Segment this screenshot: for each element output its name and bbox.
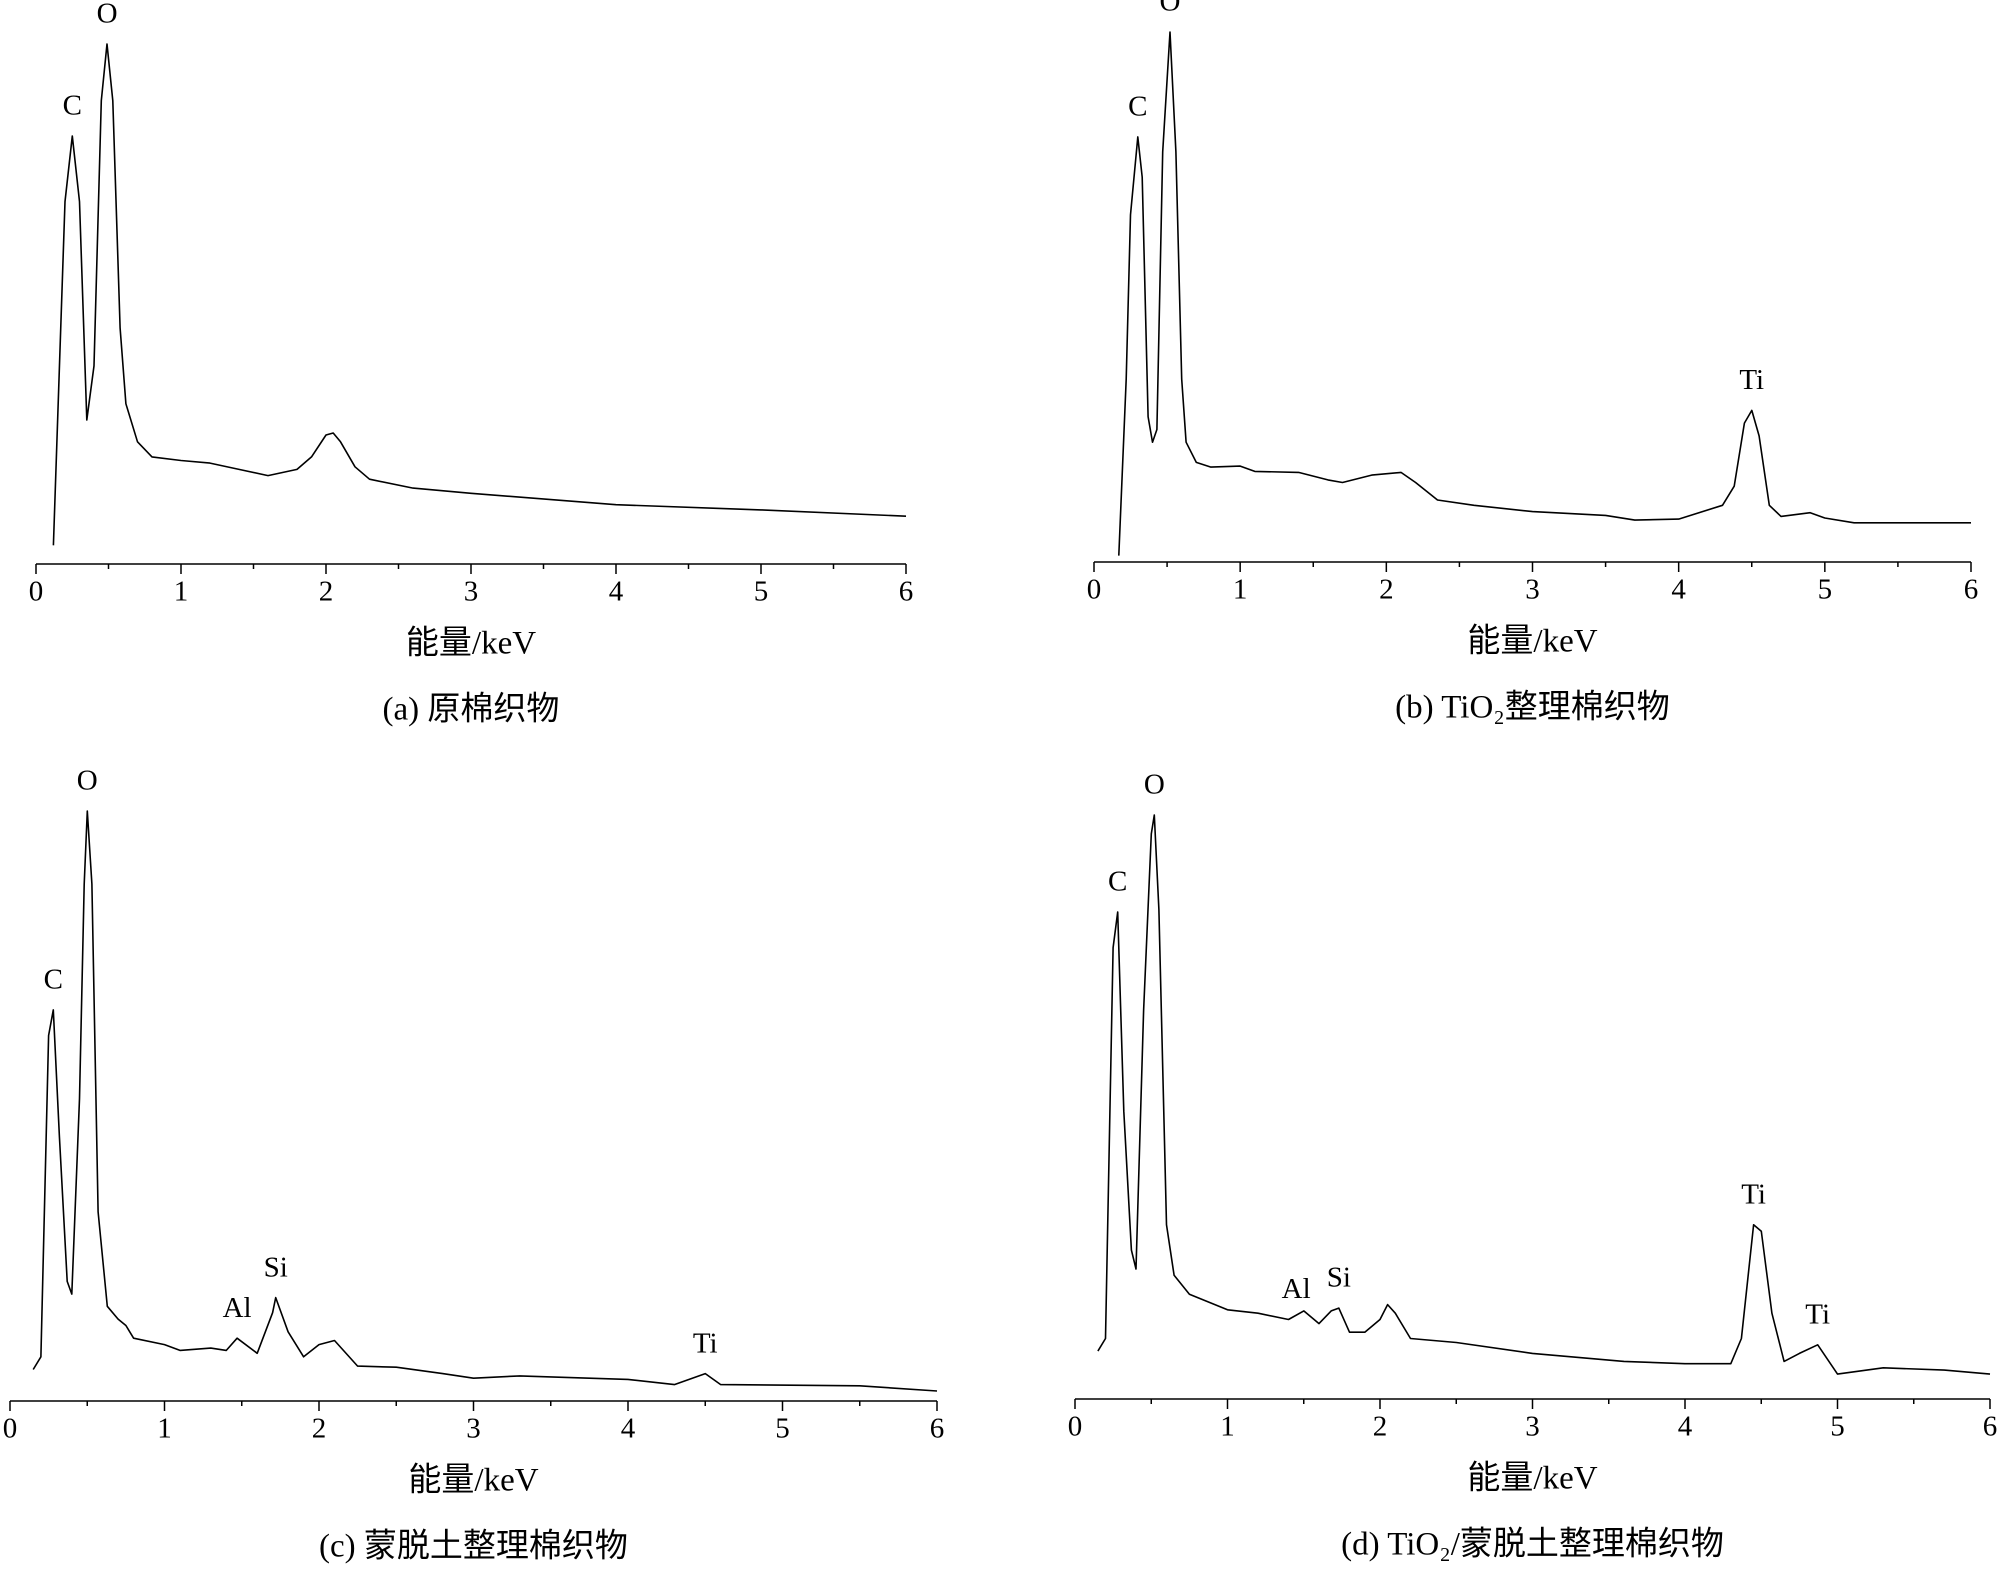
peak-label: O	[1160, 0, 1181, 18]
peak-label: Si	[1327, 1262, 1351, 1294]
x-axis-label: 能量/keV	[406, 625, 536, 662]
x-tick-label: 4	[1678, 1411, 1693, 1443]
x-tick-label: 4	[609, 576, 624, 608]
peak-label: Ti	[1741, 1178, 1766, 1210]
x-tick-label: 6	[899, 576, 914, 608]
x-tick-label: 1	[1220, 1411, 1235, 1443]
x-tick-label: 5	[1830, 1411, 1845, 1443]
chart-title: (a) 原棉织物	[383, 691, 560, 728]
peak-label: Ti	[1739, 364, 1764, 396]
peak-label: O	[1144, 769, 1165, 801]
x-tick-label: 0	[1087, 574, 1102, 606]
peak-label: Si	[264, 1251, 288, 1283]
peak-label: C	[44, 964, 63, 996]
x-tick-label: 5	[1818, 574, 1833, 606]
x-tick-label: 0	[29, 576, 44, 608]
peak-label: Al	[1282, 1273, 1311, 1305]
x-tick-label: 1	[1233, 574, 1248, 606]
x-tick-label: 5	[775, 1413, 790, 1445]
spectrum-line	[1097, 814, 1991, 1375]
chart-title: (c) 蒙脱土整理棉织物	[319, 1528, 628, 1565]
x-tick-label: 6	[1983, 1411, 1998, 1443]
x-tick-label: 1	[157, 1413, 172, 1445]
x-tick-label: 5	[754, 576, 769, 608]
x-tick-label: 3	[466, 1413, 481, 1445]
x-tick-label: 4	[621, 1413, 636, 1445]
x-tick-label: 2	[1379, 574, 1394, 606]
peak-label: Ti	[693, 1327, 718, 1359]
x-tick-label: 0	[3, 1413, 18, 1445]
x-axis-label: 能量/keV	[1467, 623, 1597, 660]
peak-label: C	[1108, 866, 1127, 898]
spectrum-line	[1118, 31, 1971, 556]
spectrum-line	[52, 43, 907, 546]
x-tick-label: 3	[464, 576, 479, 608]
peak-label: Ti	[1805, 1298, 1830, 1330]
peak-label: O	[97, 0, 118, 30]
x-axis-label: 能量/keV	[1467, 1460, 1597, 1497]
x-tick-label: 6	[1964, 574, 1979, 606]
chart-title: (d) TiO₂/蒙脱土整理棉织物	[1341, 1526, 1724, 1563]
x-tick-label: 0	[1068, 1411, 1083, 1443]
x-tick-label: 1	[174, 576, 189, 608]
spectrum-line	[32, 810, 938, 1392]
x-tick-label: 2	[1373, 1411, 1388, 1443]
chart-title: (b) TiO₂整理棉织物	[1395, 689, 1670, 726]
x-tick-label: 6	[930, 1413, 945, 1445]
x-tick-label: 3	[1525, 574, 1540, 606]
peak-label: C	[63, 90, 82, 122]
x-tick-label: 2	[312, 1413, 327, 1445]
x-axis-label: 能量/keV	[408, 1462, 538, 1499]
x-tick-label: 4	[1671, 574, 1686, 606]
peak-label: O	[77, 765, 98, 797]
x-tick-label: 3	[1525, 1411, 1540, 1443]
peak-label: C	[1128, 91, 1147, 123]
peak-label: Al	[223, 1292, 252, 1324]
x-tick-label: 2	[319, 576, 334, 608]
